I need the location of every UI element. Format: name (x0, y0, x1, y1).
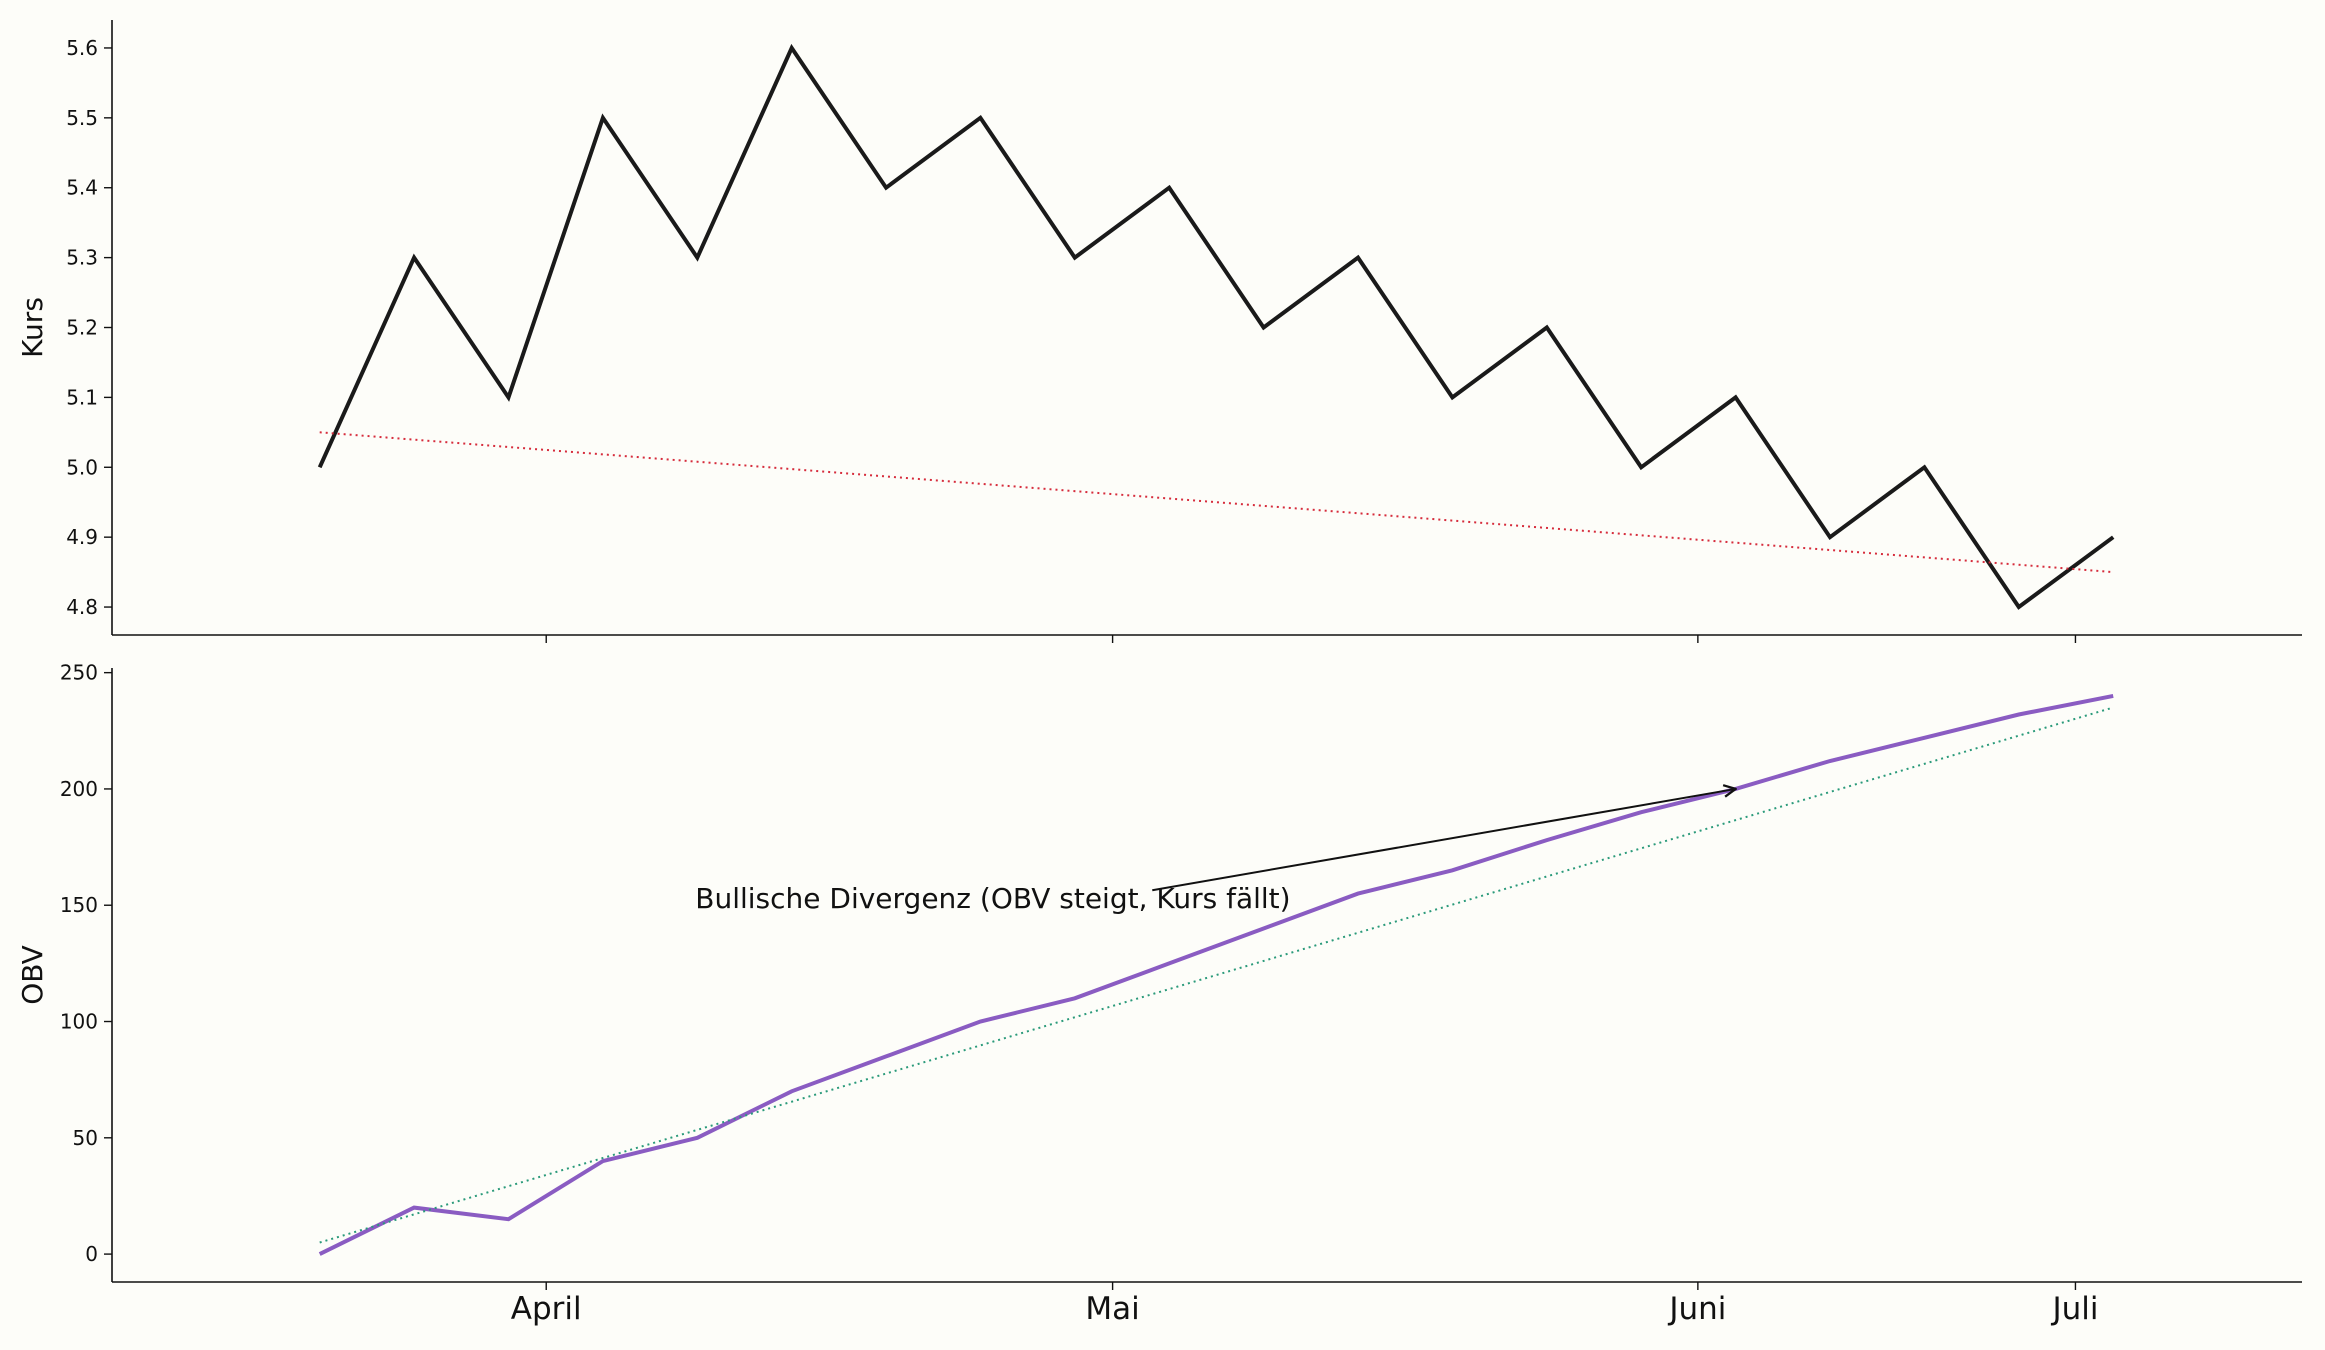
y-tick-label: 100 (60, 1010, 98, 1034)
annotation-arrow (1152, 789, 1735, 892)
trend-line (319, 706, 2114, 1244)
obv-panel: 0 50 100 150 200 250 OBV April Mai Juni Juli Bullis… (16, 661, 2302, 1327)
y-tick-label: 200 (60, 777, 98, 801)
x-tick-label: April (511, 1291, 582, 1327)
y-tick-label: 5.3 (66, 246, 98, 270)
y-tick-label: 4.9 (66, 525, 98, 549)
y-axis-label: OBV (16, 945, 49, 1005)
price-panel: 4.8 4.9 5.0 5.1 5.2 5.3 5.4 5.5 5.6 Kurs (16, 20, 2302, 643)
y-axis-label: Kurs (16, 297, 49, 358)
series-line (317, 43, 2115, 610)
y-tick-label: 50 (73, 1126, 98, 1150)
trend-line (319, 431, 2114, 574)
x-tick-label: Mai (1085, 1291, 1139, 1327)
y-tick-label: 4.8 (66, 595, 98, 619)
y-tick-label: 250 (60, 661, 98, 685)
y-tick-label: 150 (60, 893, 98, 917)
y-tick-label: 0 (85, 1242, 98, 1266)
annotation-text: Bullische Divergenz (OBV steigt, Kurs fä… (695, 882, 1290, 915)
y-tick-label: 5.6 (66, 36, 98, 60)
series-line (318, 693, 2114, 1256)
y-tick-label: 5.5 (66, 106, 98, 130)
y-tick-label: 5.4 (66, 176, 98, 200)
x-tick-label: Juni (1667, 1291, 1726, 1327)
x-tick-label: Juli (2050, 1291, 2098, 1327)
y-tick-label: 5.2 (66, 316, 98, 340)
y-tick-label: 5.1 (66, 385, 98, 409)
y-tick-label: 5.0 (66, 455, 98, 479)
